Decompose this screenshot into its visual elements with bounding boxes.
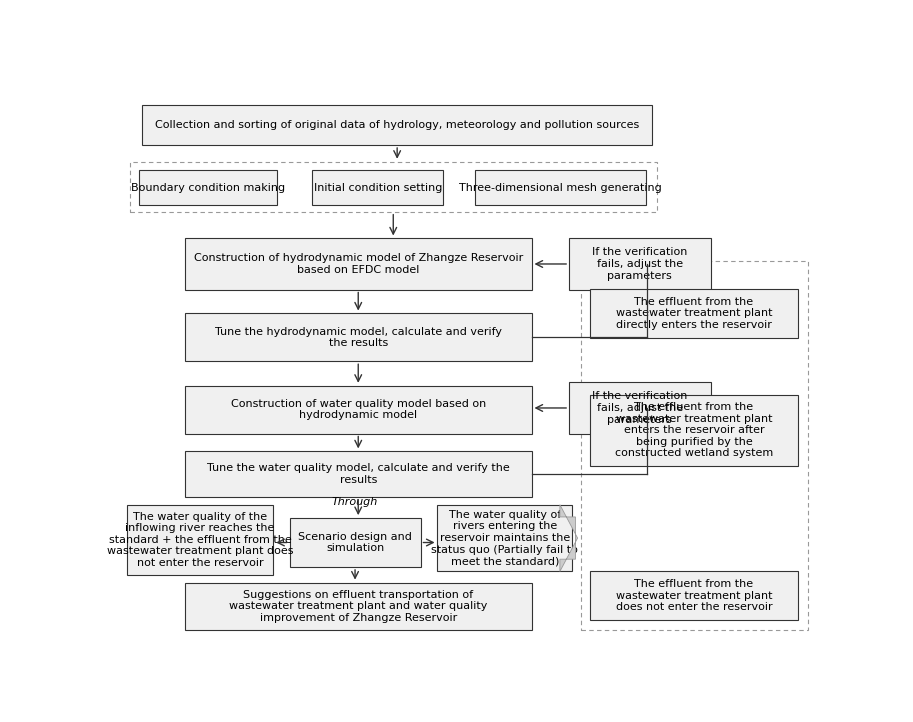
Text: Collection and sorting of original data of hydrology, meteorology and pollution : Collection and sorting of original data …	[155, 120, 639, 130]
FancyBboxPatch shape	[312, 170, 443, 205]
FancyBboxPatch shape	[581, 261, 807, 630]
Text: The water quality of the
inflowing river reaches the
standard + the effluent fro: The water quality of the inflowing river…	[107, 511, 293, 568]
Text: The effluent from the
wastewater treatment plant
does not enter the reservoir: The effluent from the wastewater treatme…	[615, 579, 772, 612]
FancyBboxPatch shape	[184, 386, 531, 433]
Text: Scenario design and
simulation: Scenario design and simulation	[299, 531, 412, 553]
FancyBboxPatch shape	[130, 162, 656, 212]
FancyBboxPatch shape	[591, 571, 798, 620]
FancyBboxPatch shape	[184, 451, 531, 497]
Text: Tune the water quality model, calculate and verify the
results: Tune the water quality model, calculate …	[207, 464, 509, 485]
FancyBboxPatch shape	[591, 395, 798, 466]
FancyBboxPatch shape	[591, 289, 798, 338]
Text: Tune the hydrodynamic model, calculate and verify
the results: Tune the hydrodynamic model, calculate a…	[215, 326, 502, 348]
Text: Three-dimensional mesh generating: Three-dimensional mesh generating	[459, 183, 662, 193]
Text: The water quality of
rivers entering the
reservoir maintains the
status quo (Par: The water quality of rivers entering the…	[431, 510, 578, 566]
FancyBboxPatch shape	[184, 238, 531, 290]
FancyBboxPatch shape	[142, 105, 652, 145]
Text: Construction of hydrodynamic model of Zhangze Reservoir
based on EFDC model: Construction of hydrodynamic model of Zh…	[194, 253, 523, 275]
Text: If the verification
fails, adjust the
parameters: If the verification fails, adjust the pa…	[593, 391, 687, 425]
FancyBboxPatch shape	[289, 518, 421, 567]
Text: Boundary condition making: Boundary condition making	[131, 183, 285, 193]
FancyBboxPatch shape	[569, 383, 710, 433]
FancyBboxPatch shape	[569, 238, 710, 290]
FancyBboxPatch shape	[437, 505, 572, 571]
Text: Through: Through	[331, 497, 378, 507]
Text: If the verification
fails, adjust the
parameters: If the verification fails, adjust the pa…	[593, 248, 687, 281]
Text: The effluent from the
wastewater treatment plant
enters the reservoir after
bein: The effluent from the wastewater treatme…	[614, 402, 773, 458]
Text: Initial condition setting: Initial condition setting	[313, 183, 442, 193]
FancyBboxPatch shape	[475, 170, 646, 205]
Text: Construction of water quality model based on
hydrodynamic model: Construction of water quality model base…	[231, 399, 486, 420]
Text: Suggestions on effluent transportation of
wastewater treatment plant and water q: Suggestions on effluent transportation o…	[229, 590, 488, 623]
Text: The effluent from the
wastewater treatment plant
directly enters the reservoir: The effluent from the wastewater treatme…	[615, 297, 772, 330]
FancyBboxPatch shape	[127, 505, 273, 575]
Polygon shape	[560, 505, 578, 571]
FancyBboxPatch shape	[139, 170, 277, 205]
FancyBboxPatch shape	[184, 583, 531, 630]
FancyBboxPatch shape	[184, 313, 531, 361]
